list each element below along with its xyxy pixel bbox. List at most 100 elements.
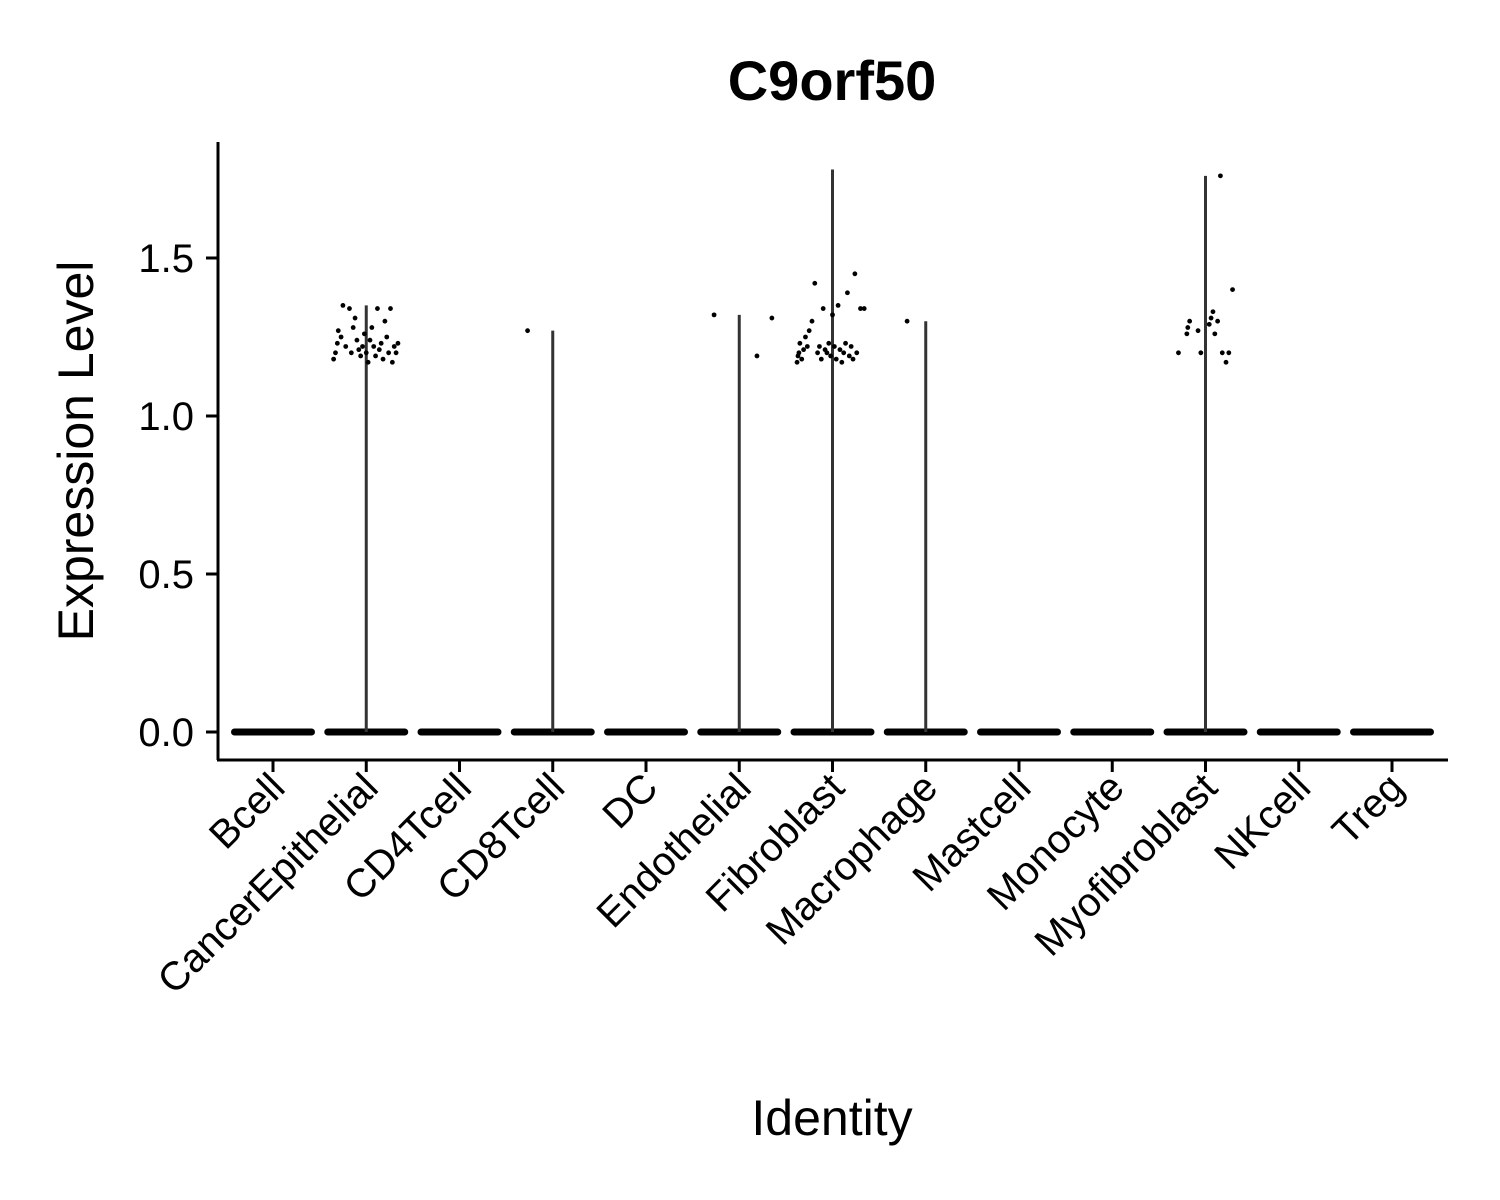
violin-fibroblast bbox=[790, 169, 875, 736]
data-point bbox=[797, 340, 803, 346]
data-point bbox=[347, 306, 352, 311]
data-point bbox=[395, 340, 401, 346]
x-axis-title: Identity bbox=[751, 1090, 912, 1146]
data-point bbox=[386, 350, 392, 356]
data-point bbox=[333, 350, 338, 356]
data-point bbox=[1176, 350, 1181, 356]
data-point bbox=[754, 353, 760, 359]
plot-area bbox=[231, 169, 1434, 736]
data-point bbox=[809, 318, 815, 324]
data-point bbox=[769, 315, 775, 321]
violin-base bbox=[1070, 728, 1155, 736]
violin-macrophage bbox=[883, 318, 968, 736]
data-point bbox=[801, 347, 806, 353]
x-tick-label-treg: Treg bbox=[1324, 765, 1412, 853]
data-point bbox=[815, 350, 820, 356]
violin-cd8tcell bbox=[510, 328, 595, 736]
violin-mastcell bbox=[977, 728, 1061, 736]
data-point bbox=[845, 290, 850, 296]
data-point bbox=[820, 306, 826, 311]
violin-dc bbox=[604, 728, 688, 736]
data-point bbox=[352, 315, 358, 321]
data-point bbox=[1218, 173, 1223, 179]
data-point bbox=[350, 325, 356, 330]
data-point bbox=[799, 356, 805, 362]
violin-myofibroblast bbox=[1163, 173, 1248, 736]
data-point bbox=[338, 334, 344, 340]
violin-base bbox=[1256, 728, 1341, 736]
data-point bbox=[348, 350, 354, 356]
data-point bbox=[363, 350, 369, 356]
data-point bbox=[525, 328, 530, 334]
data-point bbox=[812, 280, 818, 286]
data-point bbox=[1226, 350, 1232, 356]
violin-cd4tcell bbox=[417, 728, 502, 736]
data-point bbox=[1219, 350, 1225, 356]
data-point bbox=[340, 303, 346, 308]
data-point bbox=[817, 344, 822, 349]
data-point bbox=[852, 271, 858, 277]
data-point bbox=[803, 334, 808, 340]
y-axis-title: Expression Level bbox=[48, 261, 104, 642]
data-point bbox=[361, 331, 367, 337]
data-point bbox=[830, 312, 835, 318]
data-point bbox=[1223, 359, 1229, 365]
violin-cancerepithelial bbox=[324, 303, 409, 736]
data-point bbox=[389, 359, 395, 365]
y-axis-ticks: 0.0 0.5 1.0 1.5 bbox=[138, 237, 218, 755]
x-tick-label-dc: DC bbox=[594, 765, 666, 837]
data-point bbox=[904, 318, 910, 324]
data-point bbox=[378, 340, 384, 346]
data-point bbox=[380, 356, 386, 362]
data-point bbox=[369, 325, 375, 330]
data-point bbox=[1215, 318, 1221, 324]
data-point bbox=[831, 344, 837, 349]
data-point bbox=[356, 347, 362, 353]
violin-monocyte bbox=[1070, 728, 1155, 736]
data-point bbox=[1198, 350, 1204, 356]
data-point bbox=[841, 350, 847, 356]
data-point bbox=[360, 344, 365, 349]
y-tick-label: 1.5 bbox=[138, 237, 194, 281]
y-tick-label: 0.5 bbox=[138, 553, 194, 597]
data-point bbox=[839, 359, 845, 365]
data-point bbox=[796, 350, 802, 356]
data-point bbox=[391, 344, 397, 349]
data-point bbox=[1210, 309, 1216, 315]
data-point bbox=[358, 353, 364, 359]
data-point bbox=[824, 350, 830, 356]
data-point bbox=[1195, 328, 1201, 334]
violin-bcell bbox=[231, 728, 315, 736]
data-point bbox=[835, 303, 841, 308]
data-point bbox=[393, 350, 399, 356]
data-point bbox=[1187, 318, 1193, 324]
violin-nkcell bbox=[1256, 728, 1341, 736]
data-point bbox=[804, 344, 810, 349]
data-point bbox=[354, 337, 360, 343]
violin-base bbox=[604, 728, 688, 736]
data-point bbox=[794, 359, 800, 365]
data-point bbox=[334, 340, 340, 346]
data-point bbox=[828, 353, 834, 359]
data-point bbox=[367, 337, 373, 343]
data-point bbox=[1230, 287, 1235, 292]
y-tick-label: 0.0 bbox=[138, 711, 194, 755]
data-point bbox=[384, 334, 390, 340]
data-point bbox=[1184, 331, 1190, 337]
data-point bbox=[850, 356, 856, 362]
data-point bbox=[373, 353, 378, 359]
violin-base bbox=[977, 728, 1061, 736]
data-point bbox=[371, 344, 377, 349]
data-point bbox=[382, 318, 388, 324]
data-point bbox=[1206, 321, 1212, 327]
data-point bbox=[331, 356, 337, 362]
violin-base bbox=[417, 728, 502, 736]
data-point bbox=[858, 306, 863, 311]
violin-endothelial bbox=[697, 312, 782, 736]
data-point bbox=[848, 344, 854, 349]
data-point bbox=[806, 328, 812, 334]
data-point bbox=[1185, 325, 1191, 330]
data-point bbox=[343, 344, 349, 349]
